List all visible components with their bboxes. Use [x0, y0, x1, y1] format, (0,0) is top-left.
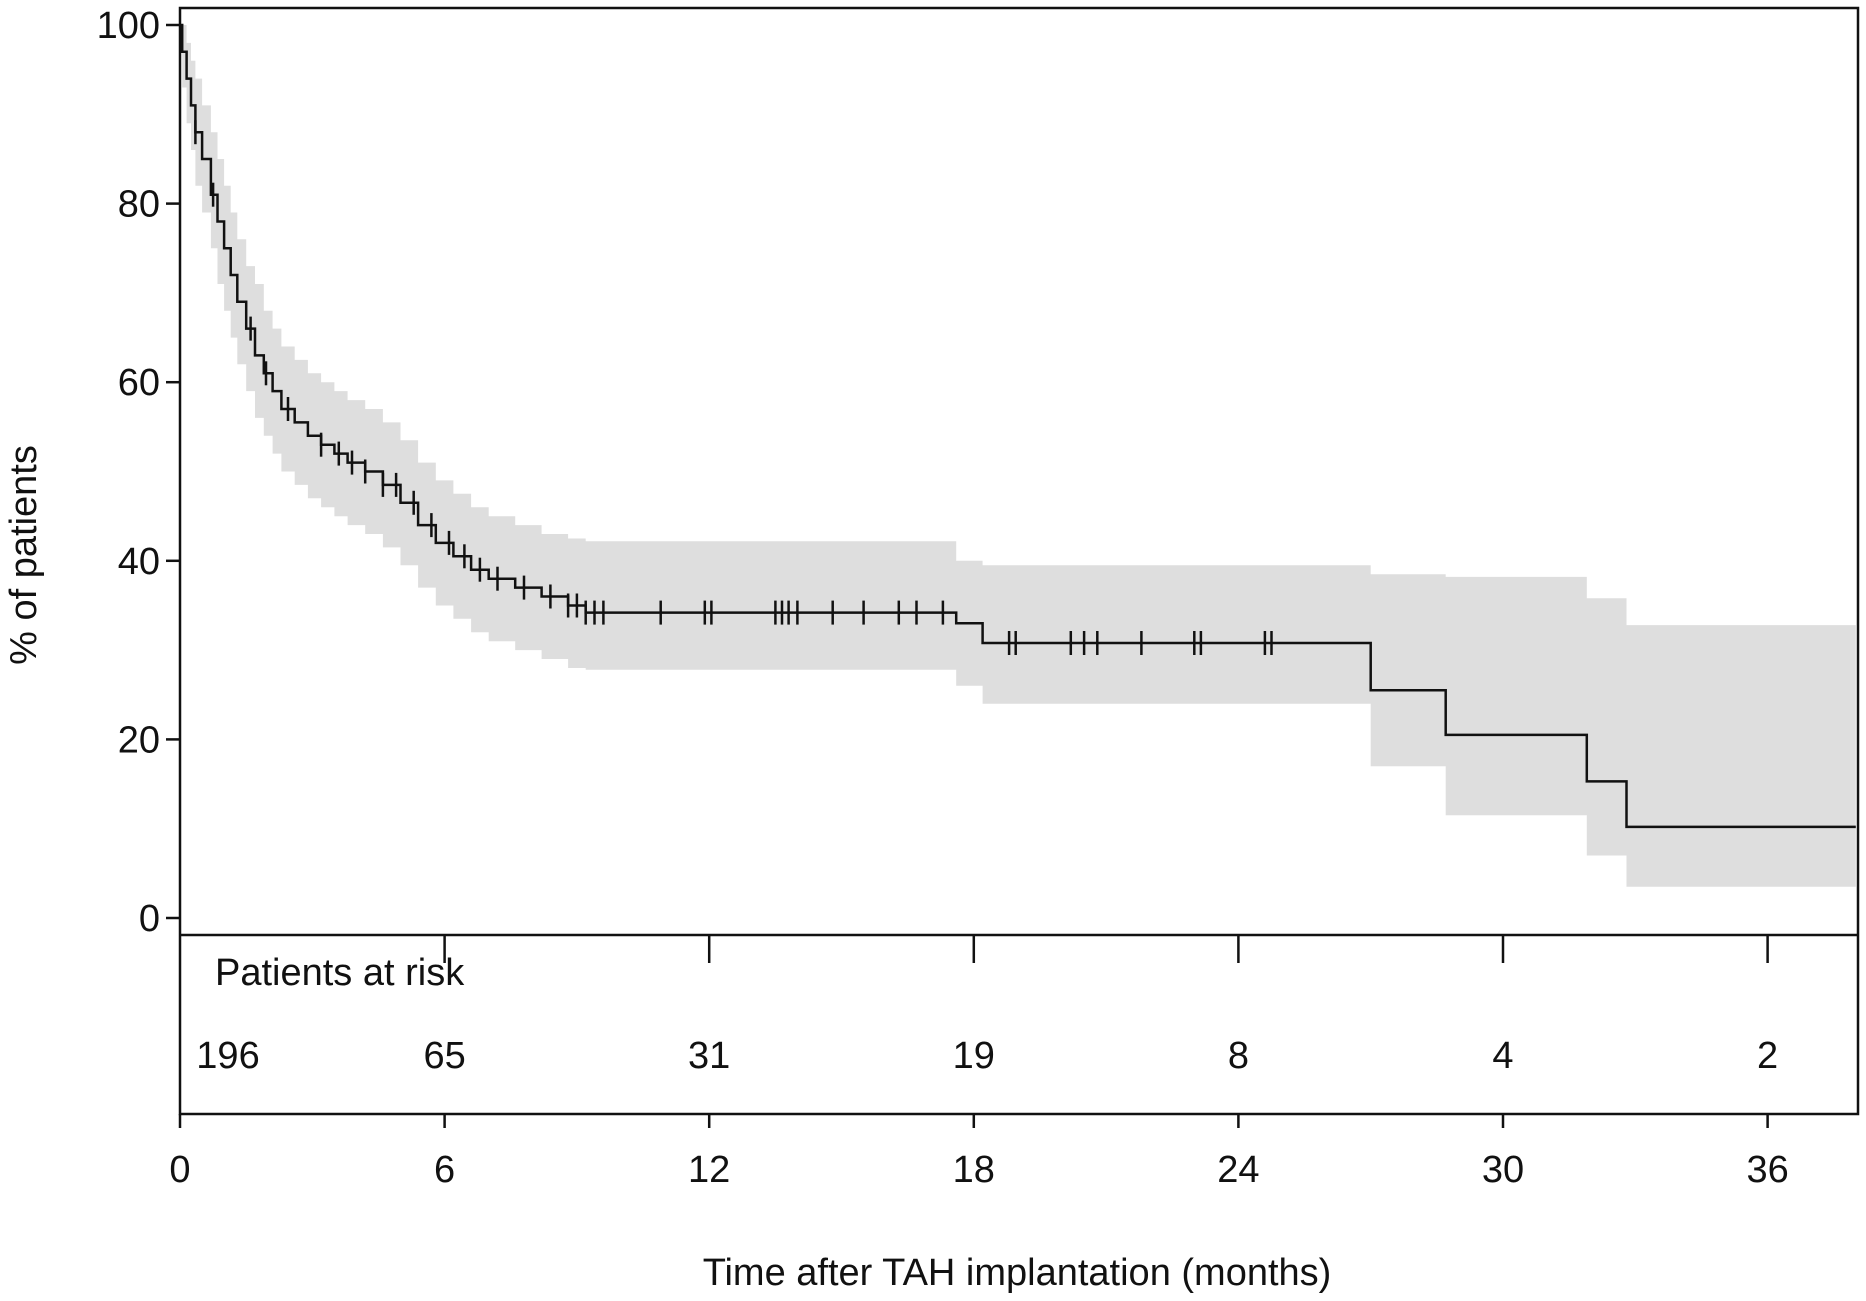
risk-count: 65 [423, 1035, 465, 1077]
y-tick-label: 0 [139, 898, 160, 940]
x-axis-title: Time after TAH implantation (months) [703, 1252, 1332, 1294]
y-tick-label: 20 [118, 719, 160, 761]
y-tick-label: 80 [118, 184, 160, 226]
risk-count: 8 [1228, 1035, 1249, 1077]
y-tick-label: 40 [118, 541, 160, 583]
x-axis: 0 6 12 18 24 30 36 [169, 935, 1789, 1191]
risk-count: 196 [196, 1035, 259, 1077]
risk-count: 19 [953, 1035, 995, 1077]
x-tick-label: 18 [953, 1149, 995, 1191]
risk-table-title: Patients at risk [215, 952, 465, 994]
risk-count: 2 [1757, 1035, 1778, 1077]
y-axis: 0 20 40 60 80 100 [97, 5, 180, 940]
risk-count: 31 [688, 1035, 730, 1077]
y-tick-label: 60 [118, 362, 160, 404]
censor-marks-layer [194, 120, 1273, 655]
survival-curve-layer [180, 23, 1856, 829]
confidence-band [180, 25, 1856, 887]
confidence-band-layer [180, 25, 1856, 887]
x-tick-label: 0 [169, 1149, 190, 1191]
risk-table-counts: 196 65 31 19 8 4 2 [196, 1035, 1778, 1077]
y-axis-title: % of patients [3, 445, 45, 665]
y-tick-label: 100 [97, 5, 160, 47]
x-tick-label: 24 [1217, 1149, 1259, 1191]
x-tick-label: 36 [1746, 1149, 1788, 1191]
x-tick-label: 6 [434, 1149, 455, 1191]
x-tick-label: 30 [1482, 1149, 1524, 1191]
survival-curve [180, 23, 1856, 829]
x-tick-label: 12 [688, 1149, 730, 1191]
risk-count: 4 [1492, 1035, 1513, 1077]
